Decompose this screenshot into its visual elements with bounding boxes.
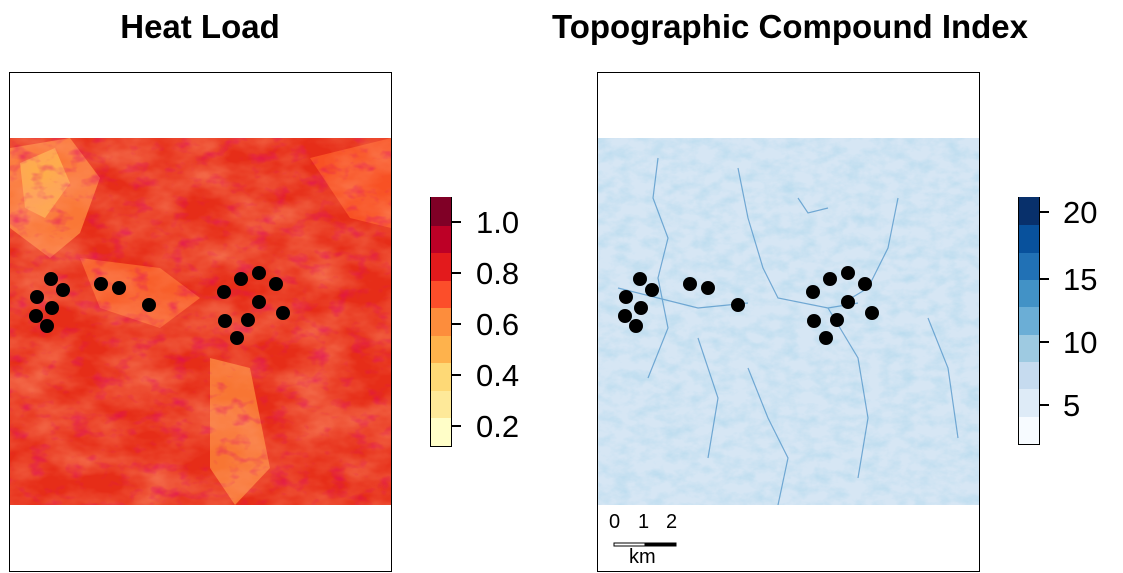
tci-site-dot [841,266,855,280]
tci-site-dot [830,313,844,327]
heat-load-site-dot [45,301,59,315]
legend-tick-label: 5 [1063,388,1081,423]
heat-load-site-dot [44,272,58,286]
legend-tick [1040,211,1049,213]
legend-tick [1040,341,1049,343]
legend-tick [452,425,461,427]
legend-color-band [1019,388,1039,417]
heat-load-site-dot [252,295,266,309]
legend-tick-label: 10 [1063,325,1098,360]
heat-load-site-dot [112,281,126,295]
scalebar-label-1: 1 [638,511,650,533]
legend-color-band [1019,360,1039,390]
legend-tick-label: 0.8 [476,256,520,291]
legend-color-band [1019,224,1039,253]
legend-tick [1040,404,1049,406]
scalebar-label-2: 2 [666,511,678,533]
tci-site-dot [731,298,745,312]
heat-load-site-dot [230,331,244,345]
tci-site-dot [701,281,715,295]
legend-tick [452,221,461,223]
legend-tick [452,272,461,274]
tci-site-dot [618,309,632,323]
legend-color-band [1019,306,1039,335]
heat-load-site-dot [276,306,290,320]
tci-site-dot [806,285,820,299]
heat-load-site-dot [30,290,44,304]
legend-tick-label: 15 [1063,262,1098,297]
legend-color-band [431,334,451,364]
legend-color-band [431,196,451,226]
legend-color-band [431,362,451,391]
scalebar-unit: km [629,546,656,568]
heat-load-legend [430,196,452,447]
legend-tick-label: 0.6 [476,307,520,342]
scalebar-label-0: 0 [609,511,621,533]
legend-tick [1040,278,1049,280]
tci-site-dot [858,277,872,291]
tci-site-dot [823,272,837,286]
tci-site-dot [683,277,697,291]
legend-color-band [1019,333,1039,362]
tci-site-dot [807,314,821,328]
legend-tick-label: 20 [1063,195,1098,230]
tci-site-dot [841,295,855,309]
heat-load-site-dot [252,266,266,280]
heat-load-site-dot [217,285,231,299]
legend-color-band [431,251,451,281]
legend-color-band [431,389,451,419]
legend-color-band [431,307,451,336]
legend-color-band [431,417,451,446]
heat-load-site-dot [56,283,70,297]
heat-load-site-dot [142,298,156,312]
heat-load-site-dot [40,319,54,333]
heat-load-site-dot [241,313,255,327]
legend-tick-label: 1.0 [476,205,520,240]
panel-title-heat-load: Heat Load [120,8,280,45]
tci-site-dot [819,331,833,345]
tci-site-dot [645,283,659,297]
legend-color-band [1019,278,1039,308]
tci-legend [1018,196,1040,445]
heat-load-raster [10,138,391,505]
legend-tick-label: 0.4 [476,358,520,393]
legend-tick [452,374,461,376]
legend-color-band [1019,251,1039,280]
legend-color-band [1019,196,1039,226]
legend-color-band [431,279,451,309]
tci-site-dot [634,301,648,315]
tci-site-dot [633,272,647,286]
legend-color-band [431,224,451,254]
tci-raster [598,138,979,505]
legend-tick [452,323,461,325]
heat-load-site-dot [94,277,108,291]
panel-title-tci: Topographic Compound Index [551,8,1029,45]
heat-load-site-dot [234,272,248,286]
legend-tick-label: 0.2 [476,409,520,444]
legend-color-band [1019,415,1039,444]
heat-load-site-dot [218,314,232,328]
tci-site-dot [865,306,879,320]
heat-load-site-dot [29,309,43,323]
heat-load-site-dot [269,277,283,291]
scalebar [613,542,677,547]
tci-site-dot [619,290,633,304]
tci-site-dot [629,319,643,333]
